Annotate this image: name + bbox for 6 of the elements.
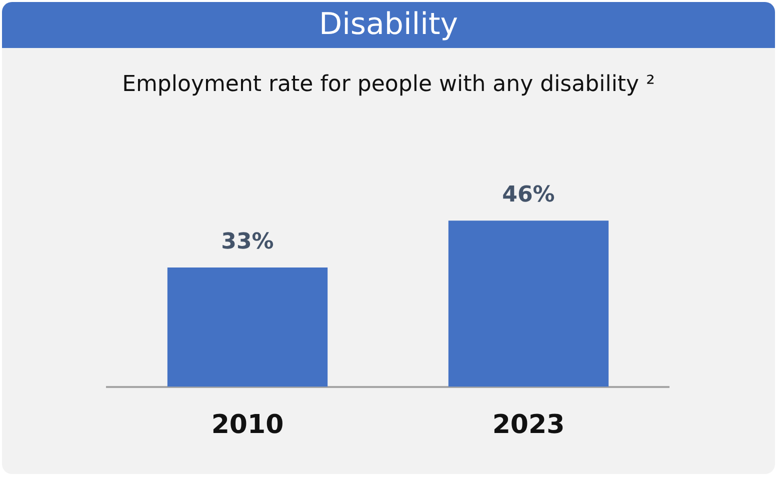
chart-subtitle: Employment rate for people with any disability ² (121, 72, 656, 97)
chart-title: Disability (2, 2, 775, 48)
x-tick-label: 2010 (211, 410, 284, 440)
data-label: 46% (502, 182, 555, 208)
x-tick-label: 2023 (492, 410, 565, 440)
data-label: 33% (221, 229, 274, 254)
